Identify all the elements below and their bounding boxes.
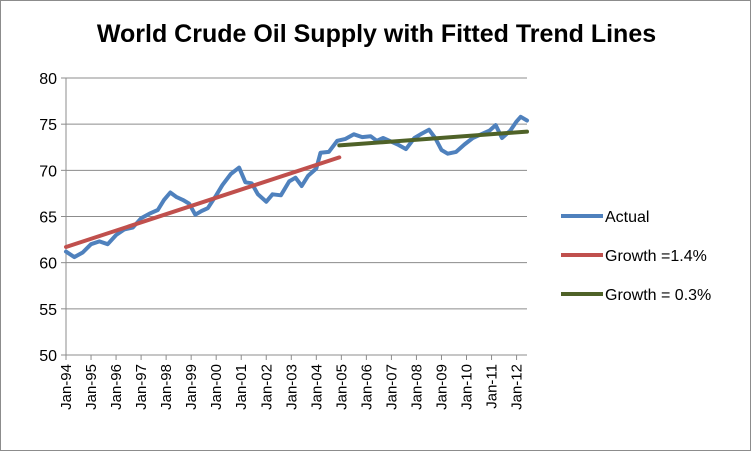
x-tick-label: Jan-10 [459,364,476,410]
y-tick-label: 65 [39,210,57,227]
axes: 50 55 60 65 70 75 80 Jan-94 Jan-95 Jan-96 Jan-97 Ja… [39,71,527,410]
x-tick-label: Jan-06 [358,364,375,410]
gridlines [66,77,527,310]
x-tick-label: Jan-99 [183,364,200,410]
x-tick-label: Jan-08 [408,364,425,410]
x-tick-label: Jan-97 [133,364,150,410]
legend: Actual Growth =1.4% Growth = 0.3% [561,209,711,304]
chart-title: World Crude Oil Supply with Fitted Trend… [96,20,657,48]
legend-label: Actual [605,209,649,226]
legend-label: Growth =1.4% [605,248,707,265]
x-tick-label: Jan-05 [333,364,350,410]
x-tick-label: Jan-07 [383,364,400,410]
x-tick-label: Jan-00 [208,364,225,410]
series-lines [64,114,529,260]
y-tick-label: 50 [39,348,57,365]
series-line-2 [337,129,529,148]
series-line-0 [64,114,529,260]
y-tick-label: 70 [39,163,57,180]
x-tick-label: Jan-94 [58,364,75,410]
y-tick-label: 60 [39,256,57,273]
series-line-1 [64,155,342,249]
x-tick-label: Jan-96 [108,364,125,410]
y-tick-label: 55 [39,302,57,319]
x-tick-label: Jan-12 [509,364,526,410]
x-tick-label: Jan-11 [484,364,501,409]
x-tick-label: Jan-98 [158,364,175,410]
x-tick-label: Jan-03 [283,364,300,410]
x-tick-label: Jan-09 [433,364,450,410]
x-tick-label: Jan-04 [308,364,325,410]
y-tick-label: 75 [39,117,57,134]
x-tick-label: Jan-01 [233,364,250,410]
legend-label: Growth = 0.3% [605,287,711,304]
x-tick-label: Jan-02 [258,364,275,410]
y-tick-label: 80 [39,71,57,88]
x-tick-label: Jan-95 [83,364,100,410]
